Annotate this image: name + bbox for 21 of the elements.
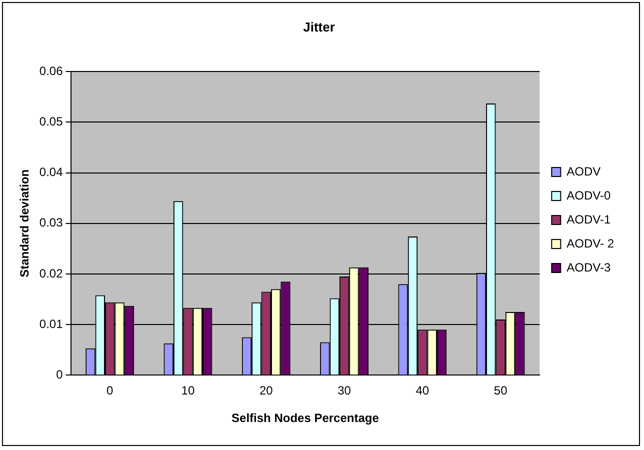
y-tick-label: 0.02 <box>39 266 64 280</box>
x-tick-label: 40 <box>416 384 430 398</box>
y-axis-title: Standard deviation <box>18 169 32 278</box>
y-tick-label: 0.01 <box>39 316 64 331</box>
x-tick-label: 20 <box>259 384 274 398</box>
y-tick-label: 0.04 <box>39 165 64 180</box>
legend-label: AODV <box>566 164 601 178</box>
x-tick-label: 30 <box>338 384 352 398</box>
chart-title: Jitter <box>303 19 335 34</box>
y-tick-label: 0.03 <box>39 216 64 230</box>
legend-label: AODV-1 <box>566 212 611 226</box>
legend-label: AODV- 2 <box>566 236 614 250</box>
x-tick-label: 10 <box>181 384 195 398</box>
legend-label: AODV-0 <box>566 188 611 202</box>
y-tick-label: 0.06 <box>39 64 64 78</box>
x-axis-title: Selfish Nodes Percentage <box>232 411 380 426</box>
x-tick-label: 50 <box>494 384 508 398</box>
legend-label: AODV-3 <box>566 260 611 274</box>
y-tick-label: 0.05 <box>39 114 64 129</box>
x-tick-label: 0 <box>106 384 114 398</box>
y-tick-label: 0 <box>56 368 64 382</box>
